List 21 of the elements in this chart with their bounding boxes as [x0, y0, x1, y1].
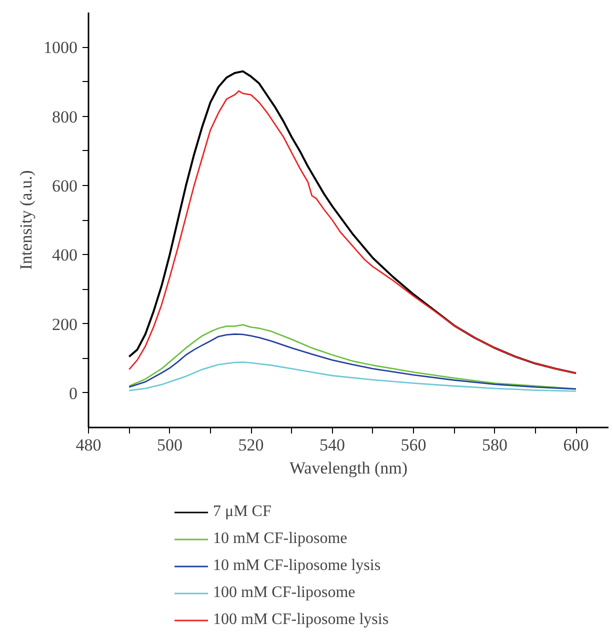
y-tick-label: 600 [52, 176, 78, 196]
y-axis-title: Intensity (a.u.) [16, 170, 36, 270]
x-tick-label: 580 [482, 436, 508, 454]
legend-label: 10 mM CF-liposome [213, 529, 348, 549]
y-tick-label: 400 [52, 246, 78, 265]
legend-label: 7 μM CF [213, 502, 272, 522]
legend-label: 10 mM CF-liposome lysis [213, 556, 381, 576]
y-tick-label: 1000 [44, 38, 78, 58]
x-tick-label: 500 [157, 436, 182, 454]
legend-label: 100 mM CF-liposome [213, 583, 356, 603]
x-tick-label: 560 [400, 436, 426, 454]
x-tick-label: 600 [563, 436, 589, 454]
y-tick-label: 800 [52, 107, 78, 126]
y-tick-label: 200 [52, 314, 78, 334]
y-tick-label: 0 [69, 384, 78, 403]
x-tick-label: 520 [238, 436, 264, 454]
legend-label: 100 mM CF-liposome lysis [213, 610, 389, 630]
x-tick-label: 480 [76, 436, 102, 454]
x-axis-title: Wavelength (nm) [289, 458, 408, 478]
x-tick-label: 540 [320, 436, 345, 454]
line-series [128, 361, 577, 392]
